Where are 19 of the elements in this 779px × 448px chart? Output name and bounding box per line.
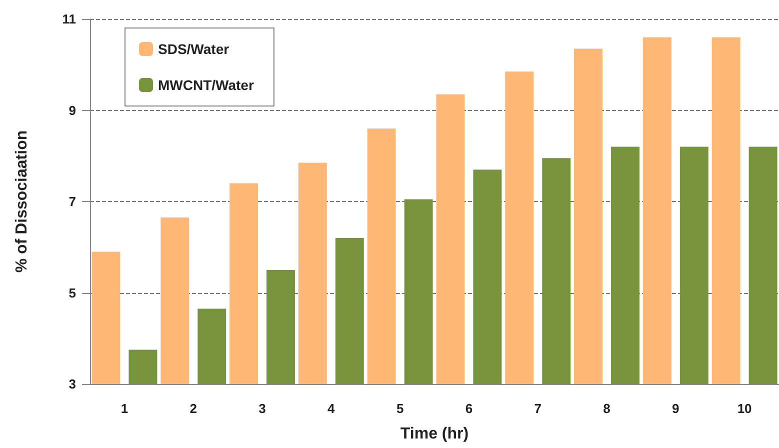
y-tick-label: 7 — [68, 194, 76, 209]
x-tick-label: 1 — [120, 401, 128, 416]
x-tick-label: 2 — [190, 401, 197, 416]
x-tick-label: 10 — [737, 401, 752, 416]
legend-label: MWCNT/Water — [158, 77, 254, 93]
legend-label: SDS/Water — [158, 41, 230, 57]
x-tick-label: 6 — [465, 401, 473, 416]
x-tick-label: 9 — [672, 401, 680, 416]
y-tick-label: 3 — [68, 376, 76, 392]
y-axis-title: % of Dissociaation — [14, 130, 30, 273]
x-axis-title: Time (hr) — [400, 426, 469, 442]
x-tick-label: 3 — [258, 401, 266, 416]
y-tick-label: 5 — [68, 285, 76, 300]
x-tick-label: 8 — [603, 401, 610, 416]
x-tick-label: 5 — [396, 401, 404, 416]
y-tick-label: 9 — [68, 102, 76, 118]
y-tick-label: 11 — [62, 12, 76, 26]
x-tick-label: 4 — [328, 401, 336, 416]
x-tick-label: 7 — [534, 401, 542, 416]
